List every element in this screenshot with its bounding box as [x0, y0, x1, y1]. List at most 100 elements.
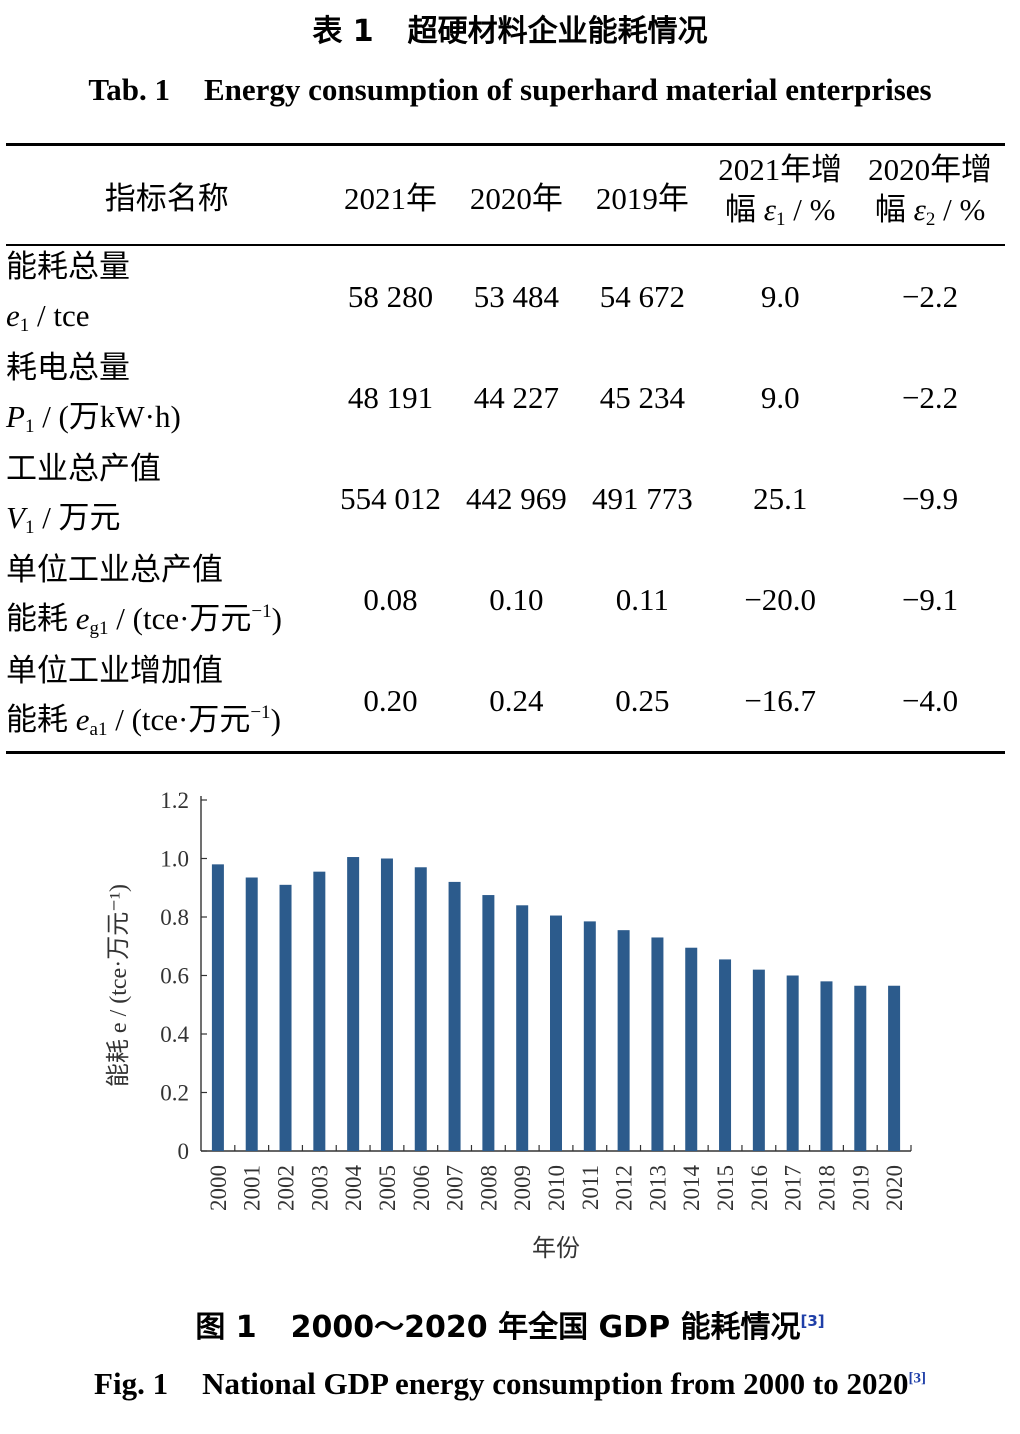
header-2020: 2020年: [469, 180, 563, 216]
x-tick-label: 2012: [612, 1165, 637, 1211]
header-inc-2021-sub: 1: [775, 209, 786, 230]
cell-2020: 0.10: [489, 581, 544, 617]
x-tick-label: 2017: [781, 1165, 806, 1211]
table-caption-cn: 表 1 超硬材料企业能耗情况: [0, 6, 1020, 50]
table-header-row: 指标名称 2021年 2020年 2019年 2021年增 幅 ε1 / % 2…: [6, 144, 1005, 246]
header-name: 指标名称: [104, 180, 229, 216]
figure-caption-cn-ref[interactable]: [3]: [800, 1312, 825, 1330]
row-unit: / (万kW·h): [34, 399, 181, 434]
table-caption-cn-label: 表 1: [312, 14, 374, 49]
x-tick-label: 2011: [578, 1165, 603, 1210]
bar: [888, 985, 901, 1151]
table-caption-en-label: Tab. 1: [88, 72, 170, 107]
cell-2019: 491 773: [591, 480, 693, 516]
row-indicator-unit-line: V1 / 万元: [6, 490, 328, 549]
x-tick-label: 2004: [341, 1165, 366, 1212]
row-unit: / 万元: [34, 500, 121, 535]
cell-inc-2021: −16.7: [744, 682, 817, 718]
cell-2020: 53 484: [473, 278, 560, 314]
cell-2021: 58 280: [347, 278, 434, 314]
table-caption-en: Tab. 1 Energy consumption of superhard ma…: [0, 72, 1020, 108]
x-tick-label: 2002: [274, 1165, 299, 1211]
y-tick-label: 0.6: [160, 964, 189, 989]
cell-inc-2021: 9.0: [760, 379, 800, 415]
figure-caption-en-label: Fig. 1: [94, 1366, 169, 1401]
table-row: 能耗总量 e1 / tce 58 280 53 484 54 672 9.0 −2.2: [6, 245, 1005, 347]
header-inc-2020-sub: 2: [925, 209, 936, 230]
cell-inc-2020: −2.2: [901, 278, 959, 314]
bar: [854, 985, 867, 1151]
y-axis-title: 能耗 e / (tce·万元⁻¹): [105, 884, 132, 1087]
header-inc-2021-line2: 幅 ε1 / %: [705, 190, 855, 240]
row-indicator: 单位工业增加值 能耗 ea1 / (tce·万元−1): [6, 650, 328, 753]
row-unit-sup: −1: [251, 601, 272, 622]
figure-caption-cn: 图 1 2000～2020 年全国 GDP 能耗情况[3]: [0, 1302, 1020, 1346]
row-unit-sup: −1: [250, 702, 271, 723]
energy-table: 指标名称 2021年 2020年 2019年 2021年增 幅 ε1 / % 2…: [6, 143, 1005, 754]
row-symbol: e: [6, 298, 20, 333]
row-unit-end: ): [271, 601, 282, 636]
header-inc-2021: 2021年增 幅 ε1 / %: [705, 145, 855, 246]
cell-2021: 48 191: [347, 379, 434, 415]
cell-inc-2020: −9.9: [901, 480, 959, 516]
header-inc-2021-symbol: ε: [763, 192, 776, 227]
row-indicator-prefix: 能耗: [6, 601, 76, 636]
cell-2020: 44 227: [473, 379, 560, 415]
header-inc-2020-line1: 2020年增: [868, 152, 993, 187]
x-tick-label: 2009: [510, 1165, 535, 1211]
cell-2021: 0.20: [363, 682, 418, 718]
y-tick-label: 0.4: [160, 1022, 189, 1047]
row-symbol: e: [75, 601, 90, 636]
y-tick-label: 0.8: [160, 905, 189, 930]
cell-2020: 442 969: [466, 480, 567, 516]
header-inc-2020-unit: / %: [935, 192, 986, 227]
cell-2019: 54 672: [599, 278, 685, 314]
x-tick-label: 2018: [814, 1165, 839, 1211]
bar: [516, 905, 529, 1151]
bar: [347, 857, 360, 1151]
bar: [685, 947, 698, 1151]
x-tick-label: 2014: [679, 1165, 704, 1212]
table-caption-en-title: Energy consumption of superhard material…: [203, 72, 932, 107]
x-tick-label: 2015: [713, 1165, 738, 1211]
row-indicator-prefix: 能耗: [6, 702, 76, 737]
bar: [482, 895, 495, 1151]
x-tick-label: 2019: [848, 1165, 873, 1211]
x-tick-label: 2006: [409, 1165, 434, 1211]
row-symbol-sub: 1: [19, 315, 30, 336]
bar: [752, 969, 765, 1151]
row-indicator: 耗电总量 P1 / (万kW·h): [6, 347, 328, 448]
bar: [550, 915, 562, 1151]
row-symbol-sub: 1: [24, 416, 35, 437]
y-tick-label: 1.0: [160, 847, 189, 872]
table-caption-cn-title: 超硬材料企业能耗情况: [407, 14, 708, 49]
y-tick-label: 1.2: [160, 788, 189, 813]
row-symbol: P: [6, 399, 25, 434]
bar: [313, 871, 326, 1151]
bar: [245, 877, 258, 1151]
cell-2019: 45 234: [599, 379, 685, 415]
row-indicator-unit-line: P1 / (万kW·h): [6, 389, 328, 448]
cell-inc-2020: −4.0: [901, 682, 959, 718]
row-unit: / tce: [29, 298, 90, 333]
cell-inc-2021: 25.1: [753, 480, 808, 516]
row-symbol-sub: g1: [89, 618, 109, 639]
row-symbol-sub: a1: [89, 719, 108, 740]
figure-caption-en-ref[interactable]: [3]: [908, 1370, 926, 1387]
x-tick-label: 2008: [476, 1165, 501, 1211]
x-tick-label: 2007: [443, 1165, 468, 1211]
row-indicator-name: 单位工业增加值: [6, 653, 223, 688]
x-axis-title: 年份: [532, 1235, 580, 1262]
row-indicator-name: 能耗总量: [6, 249, 130, 284]
cell-2019: 0.11: [615, 581, 669, 617]
header-inc-2020-line2: 幅 ε2 / %: [855, 190, 1005, 240]
figure-caption-cn-label: 图 1: [195, 1310, 257, 1345]
x-tick-label: 2010: [544, 1165, 569, 1211]
header-inc-2020: 2020年增 幅 ε2 / %: [855, 145, 1005, 246]
cell-2021: 554 012: [340, 480, 441, 516]
row-indicator: 工业总产值 V1 / 万元: [6, 448, 328, 549]
bar: [448, 881, 461, 1151]
cell-inc-2021: 9.0: [760, 278, 800, 314]
x-tick-label: 2005: [375, 1165, 400, 1211]
row-indicator: 能耗总量 e1 / tce: [6, 245, 328, 347]
